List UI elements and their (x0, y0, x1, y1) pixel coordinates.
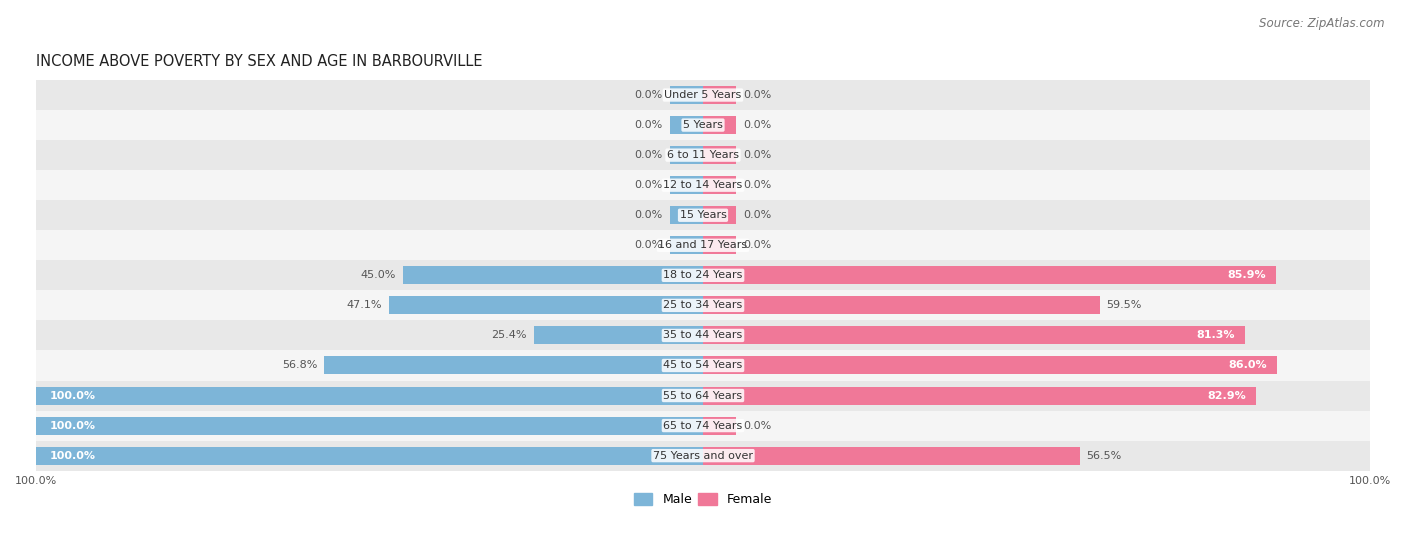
Text: 0.0%: 0.0% (634, 180, 664, 190)
Bar (703, 86, 737, 104)
Bar (669, 146, 703, 164)
Text: 5 Years: 5 Years (683, 120, 723, 130)
Bar (669, 86, 703, 104)
Bar (703, 296, 1099, 314)
Bar (37, 80, 1369, 110)
Text: 18 to 24 Years: 18 to 24 Years (664, 271, 742, 280)
Bar (37, 260, 1369, 290)
Bar (669, 206, 703, 224)
Bar (404, 266, 703, 285)
Text: Under 5 Years: Under 5 Years (665, 90, 741, 100)
Text: 0.0%: 0.0% (742, 120, 772, 130)
Bar (37, 416, 703, 434)
Bar (703, 206, 737, 224)
Bar (37, 386, 703, 405)
Text: 65 to 74 Years: 65 to 74 Years (664, 420, 742, 430)
Text: 0.0%: 0.0% (742, 180, 772, 190)
Text: 100.0%: 100.0% (49, 391, 96, 401)
Bar (703, 236, 737, 254)
Text: 55 to 64 Years: 55 to 64 Years (664, 391, 742, 401)
Bar (703, 386, 1256, 405)
Text: 35 to 44 Years: 35 to 44 Years (664, 330, 742, 340)
Text: 0.0%: 0.0% (634, 210, 664, 220)
Bar (37, 170, 1369, 200)
Bar (669, 176, 703, 194)
Bar (703, 326, 1246, 344)
Text: 0.0%: 0.0% (742, 420, 772, 430)
Text: 100.0%: 100.0% (49, 451, 96, 461)
Text: 59.5%: 59.5% (1107, 300, 1142, 310)
Text: 15 Years: 15 Years (679, 210, 727, 220)
Bar (325, 357, 703, 375)
Text: 47.1%: 47.1% (347, 300, 382, 310)
Bar (669, 236, 703, 254)
Bar (37, 440, 1369, 471)
Text: 0.0%: 0.0% (742, 240, 772, 250)
Text: 45.0%: 45.0% (361, 271, 396, 280)
Bar (37, 140, 1369, 170)
Text: 56.8%: 56.8% (283, 361, 318, 371)
Bar (37, 320, 1369, 350)
Text: 25.4%: 25.4% (492, 330, 527, 340)
Bar (703, 116, 737, 134)
Text: 82.9%: 82.9% (1208, 391, 1246, 401)
Bar (703, 357, 1277, 375)
Bar (703, 176, 737, 194)
Bar (703, 416, 737, 434)
Bar (37, 381, 1369, 410)
Text: 6 to 11 Years: 6 to 11 Years (666, 150, 740, 160)
Text: Source: ZipAtlas.com: Source: ZipAtlas.com (1260, 17, 1385, 30)
Text: 0.0%: 0.0% (742, 90, 772, 100)
Text: 25 to 34 Years: 25 to 34 Years (664, 300, 742, 310)
Text: 81.3%: 81.3% (1197, 330, 1234, 340)
Text: 0.0%: 0.0% (742, 210, 772, 220)
Bar (703, 146, 737, 164)
Bar (703, 447, 1080, 465)
Text: 0.0%: 0.0% (634, 150, 664, 160)
Bar (37, 110, 1369, 140)
Text: 86.0%: 86.0% (1227, 361, 1267, 371)
Text: 0.0%: 0.0% (742, 150, 772, 160)
Bar (37, 290, 1369, 320)
Bar (37, 350, 1369, 381)
Bar (703, 266, 1275, 285)
Text: 45 to 54 Years: 45 to 54 Years (664, 361, 742, 371)
Legend: Male, Female: Male, Female (628, 488, 778, 511)
Bar (37, 410, 1369, 440)
Bar (669, 116, 703, 134)
Bar (37, 447, 703, 465)
Text: 16 and 17 Years: 16 and 17 Years (658, 240, 748, 250)
Bar (37, 230, 1369, 260)
Text: 100.0%: 100.0% (49, 420, 96, 430)
Bar (389, 296, 703, 314)
Text: 56.5%: 56.5% (1087, 451, 1122, 461)
Text: 85.9%: 85.9% (1227, 271, 1265, 280)
Text: 75 Years and over: 75 Years and over (652, 451, 754, 461)
Bar (37, 200, 1369, 230)
Text: 0.0%: 0.0% (634, 240, 664, 250)
Text: INCOME ABOVE POVERTY BY SEX AND AGE IN BARBOURVILLE: INCOME ABOVE POVERTY BY SEX AND AGE IN B… (37, 54, 482, 69)
Bar (534, 326, 703, 344)
Text: 0.0%: 0.0% (634, 120, 664, 130)
Text: 0.0%: 0.0% (634, 90, 664, 100)
Text: 12 to 14 Years: 12 to 14 Years (664, 180, 742, 190)
